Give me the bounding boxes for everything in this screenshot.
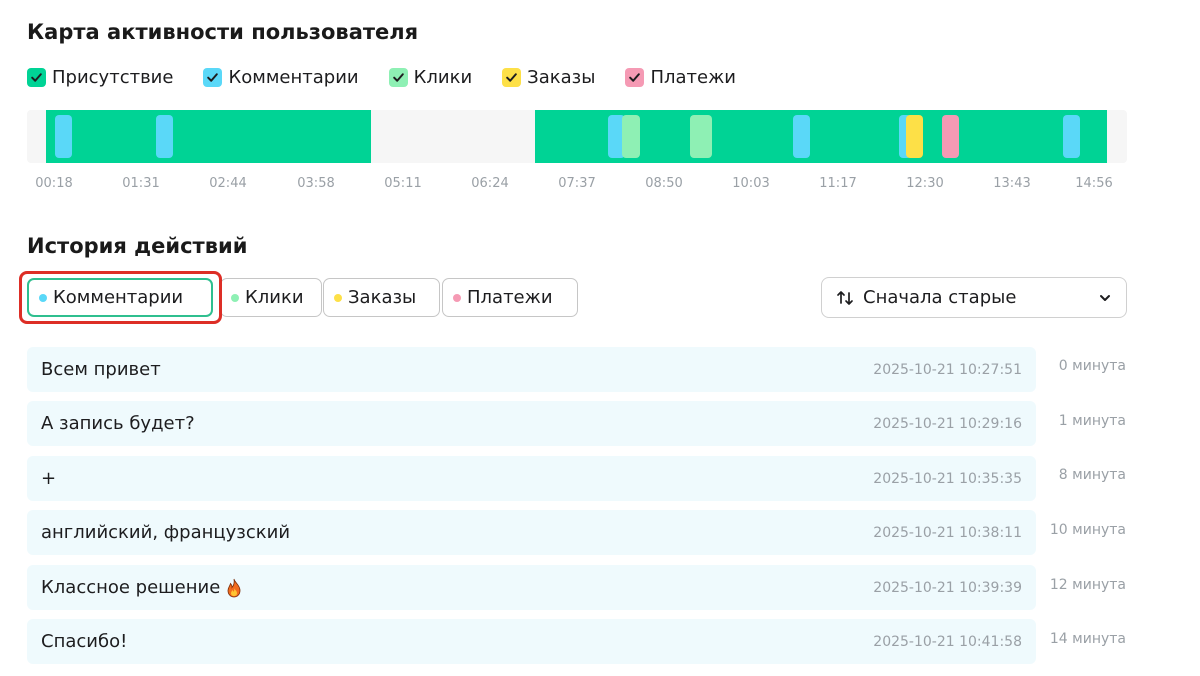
legend-presence[interactable]: Присутствие [27,67,173,88]
comment-marker[interactable] [793,115,810,158]
history-title: История действий [27,234,248,258]
row-timestamp: 2025-10-21 10:41:58 [873,634,1022,650]
legend-comments[interactable]: Комментарии [203,66,359,88]
legend-label: Комментарии [228,66,359,88]
sort-arrows-icon [837,290,853,305]
row-message-wrap: Классное решение [41,577,243,598]
row-message: + [41,468,57,489]
legend-orders[interactable]: Заказы [502,67,595,88]
filter-label: Клики [245,287,304,308]
dot-icon [453,293,461,302]
row-message: Классное решение [41,577,221,598]
tick-label: 02:44 [209,176,247,191]
timeline-ticks: 00:18 01:31 02:44 03:58 05:11 06:24 07:3… [0,176,1200,192]
tick-label: 08:50 [645,176,683,191]
row-timestamp: 2025-10-21 10:38:11 [873,525,1022,541]
tick-label: 01:31 [122,176,160,191]
activity-map-title: Карта активности пользователя [27,20,419,44]
tick-label: 11:17 [819,176,857,191]
click-marker[interactable] [622,115,640,158]
history-row[interactable]: А запись будет? 2025-10-21 10:29:16 [27,401,1036,446]
history-row[interactable]: Всем привет 2025-10-21 10:27:51 [27,347,1036,392]
comment-marker[interactable] [1063,115,1080,158]
checkbox-checked-icon[interactable] [502,67,522,87]
legend-label: Присутствие [52,66,174,88]
tick-label: 05:11 [384,176,422,191]
row-elapsed: 0 минута [1058,358,1126,374]
row-message: А запись будет? [41,413,195,434]
row-message: Спасибо! [41,631,128,652]
row-elapsed: 10 минута [1049,522,1126,538]
row-elapsed: 12 минута [1049,577,1126,593]
filter-clicks[interactable]: Клики [220,278,322,317]
dot-icon [39,293,47,302]
row-message: английский, французский [41,522,291,543]
tick-label: 13:43 [993,176,1031,191]
tick-label: 07:37 [558,176,596,191]
filter-comments[interactable]: Комментарии [27,278,213,317]
filter-label: Заказы [348,287,417,308]
filter-payments[interactable]: Платежи [442,278,578,317]
filter-label: Платежи [467,287,553,308]
row-message: Всем привет [41,359,161,380]
legend-label: Заказы [527,66,596,88]
presence-segment [46,110,371,163]
filter-label: Комментарии [53,287,184,308]
row-timestamp: 2025-10-21 10:39:39 [873,580,1022,596]
row-elapsed: 1 минута [1058,413,1126,429]
dot-icon [231,293,239,302]
dot-icon [334,293,342,302]
tick-label: 12:30 [906,176,944,191]
sort-label: Сначала старые [863,287,1017,308]
filter-orders[interactable]: Заказы [323,278,440,317]
tick-label: 03:58 [297,176,335,191]
activity-timeline [27,110,1127,163]
chevron-down-icon [1100,295,1110,301]
checkbox-checked-icon[interactable] [388,67,408,87]
checkbox-checked-icon[interactable] [625,67,645,87]
activity-legend: Присутствие Комментарии Клики Заказы Пла… [27,66,766,88]
legend-payments[interactable]: Платежи [625,67,736,88]
history-row[interactable]: Спасибо! 2025-10-21 10:41:58 [27,619,1036,664]
legend-label: Платежи [650,66,736,88]
history-row[interactable]: английский, французский 2025-10-21 10:38… [27,510,1036,555]
comment-marker[interactable] [156,115,173,158]
comment-marker[interactable] [55,115,72,158]
row-timestamp: 2025-10-21 10:29:16 [873,416,1022,432]
tick-label: 10:03 [732,176,770,191]
fire-icon [227,578,241,597]
row-elapsed: 8 минута [1058,467,1126,483]
tick-label: 00:18 [35,176,73,191]
row-timestamp: 2025-10-21 10:35:35 [873,471,1022,487]
row-timestamp: 2025-10-21 10:27:51 [873,362,1022,378]
row-elapsed: 14 минута [1049,631,1126,647]
tick-label: 06:24 [471,176,509,191]
click-marker[interactable] [690,115,712,158]
sort-dropdown[interactable]: Сначала старые [821,277,1127,318]
history-row[interactable]: + 2025-10-21 10:35:35 [27,456,1036,501]
legend-label: Клики [413,66,473,88]
order-marker[interactable] [906,115,923,158]
history-row[interactable]: Классное решение 2025-10-21 10:39:39 [27,565,1036,610]
legend-clicks[interactable]: Клики [388,66,473,88]
checkbox-checked-icon[interactable] [27,67,46,87]
tick-label: 14:56 [1075,176,1113,191]
payment-marker[interactable] [942,115,959,158]
comment-marker[interactable] [608,115,625,158]
checkbox-checked-icon[interactable] [203,67,223,87]
